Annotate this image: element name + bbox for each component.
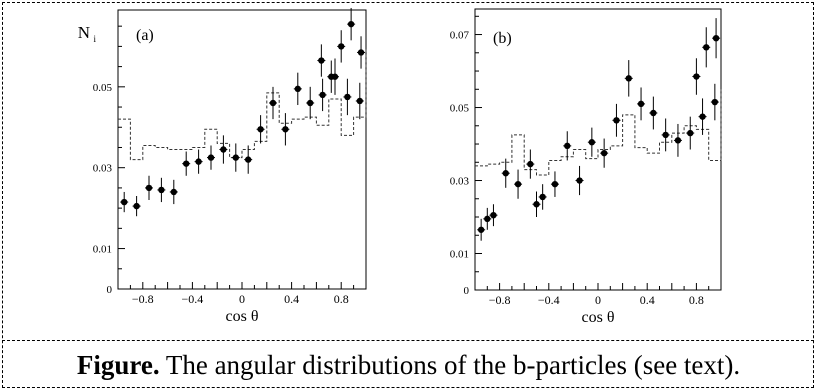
x-tick-label: 0.8 bbox=[689, 293, 704, 307]
x-tick-label: −0.4 bbox=[182, 292, 204, 306]
data-point bbox=[693, 73, 700, 80]
caption-divider bbox=[2, 340, 814, 341]
panel-label: (b) bbox=[493, 30, 512, 47]
data-point bbox=[282, 126, 289, 133]
data-point bbox=[625, 75, 632, 82]
data-point bbox=[564, 142, 571, 150]
data-point bbox=[539, 193, 546, 201]
data-point bbox=[232, 154, 239, 161]
data-point bbox=[344, 93, 351, 101]
x-tick-label: 0 bbox=[239, 292, 245, 306]
panel-a-chart: −0.8 −0.4 0 0.4 0.8 0 0.01 0.03 0.05 (a) N i cos θ bbox=[78, 7, 367, 325]
data-point bbox=[220, 146, 227, 153]
caption-label: Figure. bbox=[76, 350, 160, 380]
y-tick-label: 0 bbox=[464, 285, 470, 297]
data-point bbox=[600, 149, 608, 157]
data-point bbox=[319, 91, 326, 99]
data-point bbox=[357, 49, 365, 56]
data-point bbox=[650, 109, 657, 117]
panel-label: (a) bbox=[136, 27, 154, 44]
y-tick-label: 0.05 bbox=[93, 82, 113, 94]
x-axis-label: cos θ bbox=[226, 308, 259, 325]
data-point bbox=[245, 156, 252, 163]
y-axis-label: N bbox=[78, 23, 90, 42]
y-tick-label: 0 bbox=[107, 284, 113, 296]
data-point bbox=[347, 20, 355, 28]
x-tick-label: −0.4 bbox=[538, 293, 560, 307]
x-tick-label: 0.4 bbox=[284, 292, 299, 306]
data-point bbox=[121, 198, 128, 206]
caption-text: The angular distributions of the b-parti… bbox=[159, 350, 741, 380]
data-point bbox=[637, 100, 645, 108]
data-point bbox=[133, 202, 140, 210]
y-tick-label: 0.07 bbox=[450, 30, 470, 42]
data-point bbox=[477, 226, 485, 233]
x-axis-label: cos θ bbox=[582, 309, 615, 326]
x-tick-label: −0.8 bbox=[132, 292, 154, 306]
data-point bbox=[703, 44, 710, 51]
data-point bbox=[269, 99, 277, 107]
data-point bbox=[158, 186, 165, 194]
data-point bbox=[533, 201, 540, 208]
data-point bbox=[551, 180, 559, 188]
data-point bbox=[356, 97, 363, 105]
data-point bbox=[588, 139, 596, 146]
data-point bbox=[576, 177, 583, 184]
x-tick-label: −0.8 bbox=[489, 293, 511, 307]
data-point bbox=[195, 158, 202, 165]
figure-caption: Figure. The angular distributions of the… bbox=[0, 343, 817, 387]
data-point bbox=[257, 126, 264, 133]
data-point bbox=[328, 73, 335, 80]
y-tick-label: 0.01 bbox=[450, 249, 469, 261]
histogram-line bbox=[475, 89, 722, 176]
x-tick-label: 0.8 bbox=[334, 292, 349, 306]
x-tick-label: 0.4 bbox=[640, 293, 655, 307]
data-point bbox=[514, 180, 522, 188]
data-point bbox=[318, 57, 325, 64]
data-point bbox=[502, 170, 509, 177]
y-tick-label: 0.03 bbox=[450, 176, 470, 188]
data-point bbox=[687, 129, 694, 137]
panel-b-chart: −0.8 −0.4 0 0.4 0.8 0 0.01 0.03 0.05 0.07 (b) cos θ bbox=[450, 8, 722, 326]
data-point bbox=[207, 154, 215, 161]
data-point bbox=[307, 99, 314, 107]
data-point bbox=[170, 188, 177, 196]
data-point bbox=[484, 215, 491, 223]
y-tick-label: 0.03 bbox=[93, 163, 113, 175]
data-point bbox=[674, 137, 682, 144]
y-tick-label: 0.01 bbox=[93, 244, 112, 256]
data-point bbox=[613, 117, 620, 124]
data-point bbox=[338, 43, 345, 50]
data-point bbox=[183, 160, 190, 167]
data-point bbox=[712, 34, 720, 42]
data-point bbox=[662, 131, 669, 139]
data-point bbox=[145, 184, 153, 192]
x-tick-label: 0 bbox=[595, 293, 601, 307]
data-point bbox=[699, 113, 706, 120]
data-point bbox=[294, 85, 301, 93]
data-point bbox=[490, 211, 497, 219]
data-point bbox=[711, 98, 719, 106]
y-axis-label-subscript: i bbox=[93, 34, 96, 44]
data-point bbox=[527, 160, 534, 168]
y-tick-label: 0.05 bbox=[450, 103, 470, 115]
